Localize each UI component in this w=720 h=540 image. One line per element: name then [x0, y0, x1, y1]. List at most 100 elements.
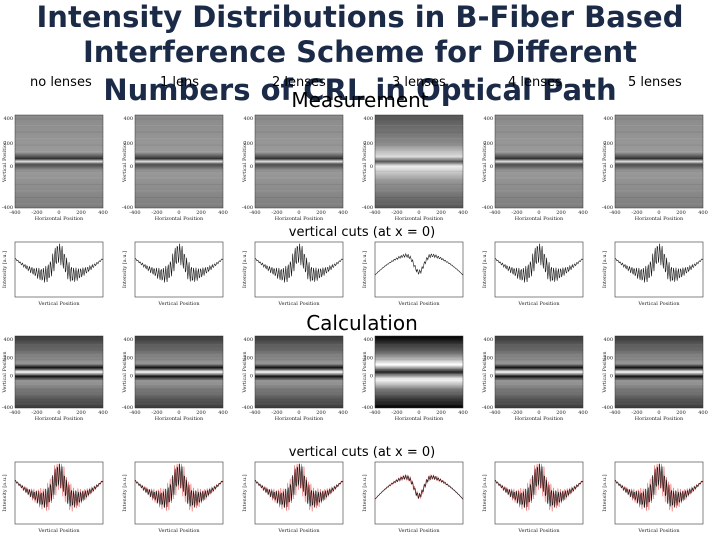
tick-label: 0 — [657, 210, 660, 216]
tick-label: 0 — [657, 410, 660, 416]
cut-curve — [254, 463, 344, 508]
intensity-image — [14, 335, 104, 409]
axis-label: Intensity [a.u.] — [482, 251, 488, 288]
lens-label: no lenses — [30, 75, 92, 90]
tick-label: 400 — [338, 210, 348, 216]
tick-label: -400 — [482, 205, 493, 211]
axis-label: Intensity [a.u.] — [602, 474, 608, 511]
title-line: Numbers of CRL in Optical Path — [103, 73, 616, 107]
axis-label: Horizontal Position — [635, 416, 684, 422]
axis-label: Horizontal Position — [395, 216, 444, 222]
axis-label: Vertical Position — [517, 301, 560, 307]
axis-label: Vertical Position — [517, 528, 560, 534]
lens-label: 4 lenses — [508, 75, 562, 90]
tick-label: 200 — [196, 210, 206, 216]
tick-label: -400 — [602, 205, 613, 211]
tick-label: 0 — [370, 164, 373, 170]
tick-label: -400 — [489, 410, 500, 416]
tick-label: -400 — [122, 205, 133, 211]
axis-label: Vertical Position — [362, 351, 368, 394]
tick-label: 200 — [603, 141, 613, 147]
tick-label: 0 — [537, 410, 540, 416]
tick-label: 400 — [98, 210, 108, 216]
axis-label: Horizontal Position — [515, 216, 564, 222]
axis-label: Vertical Position — [37, 528, 80, 534]
tick-label: 0 — [610, 164, 613, 170]
tick-label: 0 — [10, 164, 13, 170]
tick-label: -400 — [369, 410, 380, 416]
section-label: Measurement — [291, 88, 428, 112]
intensity-image — [14, 114, 104, 209]
axis-label: Vertical Position — [157, 301, 200, 307]
tick-label: -400 — [2, 405, 13, 411]
cut-curve — [495, 243, 584, 283]
cut-curve — [15, 243, 104, 283]
tick-label: -400 — [249, 410, 260, 416]
cut-curve — [615, 243, 704, 283]
tick-label: -400 — [122, 405, 133, 411]
tick-label: -200 — [511, 410, 522, 416]
tick-label: 0 — [297, 210, 300, 216]
tick-label: 400 — [123, 337, 133, 343]
tick-label: -400 — [9, 210, 20, 216]
tick-label: 400 — [123, 116, 133, 122]
axis-label: Horizontal Position — [635, 216, 684, 222]
axis-label: Vertical Position — [482, 140, 488, 183]
tick-label: -200 — [511, 210, 522, 216]
axis-label: Vertical Position — [397, 528, 440, 534]
tick-label: 200 — [196, 410, 206, 416]
tick-label: -200 — [271, 410, 282, 416]
axis-label: Intensity [a.u.] — [362, 251, 368, 288]
cut-curve — [14, 463, 104, 508]
tick-label: 400 — [483, 337, 493, 343]
tick-label: -400 — [369, 210, 380, 216]
tick-label: -400 — [249, 210, 260, 216]
intensity-image — [494, 114, 584, 209]
axis-label: Vertical Position — [397, 301, 440, 307]
tick-label: 400 — [458, 410, 468, 416]
tick-label: 200 — [603, 356, 613, 362]
tick-label: 0 — [490, 374, 493, 380]
tick-label: 200 — [676, 410, 686, 416]
axis-label: Horizontal Position — [395, 416, 444, 422]
tick-label: 400 — [363, 337, 373, 343]
axis-label: Horizontal Position — [515, 416, 564, 422]
tick-label: 200 — [316, 410, 326, 416]
tick-label: 400 — [458, 210, 468, 216]
tick-label: 400 — [483, 116, 493, 122]
tick-label: -200 — [391, 210, 402, 216]
axis-label: Intensity [a.u.] — [2, 474, 8, 511]
tick-label: 0 — [490, 164, 493, 170]
tick-label: -400 — [129, 410, 140, 416]
tick-label: 0 — [130, 374, 133, 380]
tick-label: -400 — [609, 410, 620, 416]
intensity-image — [614, 335, 704, 409]
cut-curve — [374, 474, 464, 500]
tick-label: 400 — [698, 210, 708, 216]
axis-label: Horizontal Position — [275, 216, 324, 222]
tick-label: 400 — [603, 116, 613, 122]
cut-plot-frame — [374, 241, 464, 298]
cut-curve — [255, 243, 344, 283]
tick-label: -400 — [9, 410, 20, 416]
axis-label: Horizontal Position — [155, 416, 204, 422]
tick-label: 200 — [123, 141, 133, 147]
tick-label: -400 — [242, 205, 253, 211]
axis-label: Vertical Position — [637, 301, 680, 307]
intensity-image — [134, 114, 224, 209]
axis-label: Vertical Position — [242, 351, 248, 394]
tick-label: 200 — [483, 356, 493, 362]
tick-label: -400 — [609, 210, 620, 216]
tick-label: 400 — [243, 116, 253, 122]
axis-label: Vertical Position — [277, 301, 320, 307]
axis-label: Vertical Position — [602, 140, 608, 183]
tick-label: 400 — [603, 337, 613, 343]
section-label: Calculation — [306, 311, 418, 335]
axis-label: Intensity [a.u.] — [482, 474, 488, 511]
intensity-image — [374, 335, 464, 409]
axis-label: Intensity [a.u.] — [122, 251, 128, 288]
tick-label: 0 — [250, 164, 253, 170]
tick-label: 200 — [243, 356, 253, 362]
tick-label: -400 — [489, 210, 500, 216]
axis-label: Vertical Position — [2, 351, 8, 394]
